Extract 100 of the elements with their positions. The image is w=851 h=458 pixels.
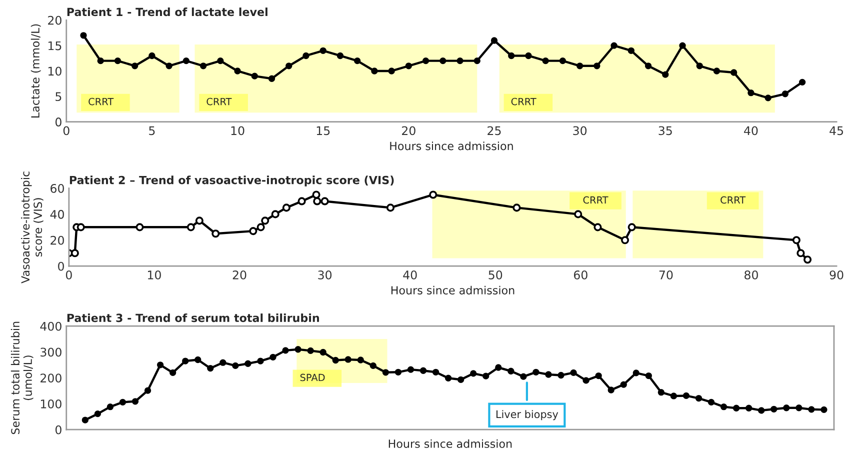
point (234, 68, 241, 74)
y-axis-title: Vasoactive-inotropic score (VIS) (20, 172, 44, 284)
point (148, 52, 156, 60)
point (532, 368, 540, 376)
point (244, 360, 252, 367)
x-tick-label: 30 (573, 126, 587, 136)
x-tick-label: 80 (744, 270, 758, 280)
point (559, 57, 566, 64)
point (388, 68, 395, 74)
point (169, 369, 176, 376)
point (620, 236, 630, 244)
point (482, 372, 490, 380)
y-tick-label: 15 (48, 41, 62, 50)
y-tick-label: 0 (58, 262, 64, 271)
point (312, 190, 320, 199)
point (271, 210, 280, 218)
point (94, 410, 102, 418)
band-label: CRRT (88, 98, 114, 106)
point (207, 364, 214, 372)
point (420, 367, 427, 374)
point (144, 387, 152, 394)
point (748, 90, 754, 96)
point (644, 62, 652, 70)
point (251, 72, 258, 80)
point (594, 223, 602, 232)
x-axis-title: Hours since admission (388, 439, 512, 448)
point (166, 62, 172, 70)
point (282, 204, 290, 212)
y-tick-label: 60 (50, 184, 64, 193)
x-axis-title: Hours since admission (391, 286, 514, 294)
y-tick-label: 40 (50, 210, 64, 219)
y-axis-title: Serum total bilirubin (umol/L) (10, 322, 34, 434)
point (286, 62, 292, 70)
point (270, 354, 276, 360)
x-tick-label: 35 (658, 126, 672, 136)
point (407, 366, 414, 373)
point (257, 358, 264, 364)
x-tick-label: 0 (66, 270, 72, 280)
point (307, 347, 314, 354)
point (730, 69, 738, 76)
x-tick-label: 10 (148, 270, 161, 280)
point (429, 190, 438, 199)
point (302, 52, 310, 60)
point (695, 394, 702, 402)
point (76, 223, 85, 232)
point (520, 373, 527, 380)
point (713, 68, 720, 74)
x-tick-label: 60 (574, 270, 588, 280)
point (114, 57, 122, 64)
point (440, 57, 446, 64)
point (662, 71, 669, 78)
point (558, 372, 564, 379)
point (764, 94, 772, 102)
point (294, 346, 302, 353)
point (156, 362, 164, 368)
x-tick-label: 40 (744, 126, 758, 136)
x-tick-label: 20 (232, 270, 246, 280)
y-tick-label: 0 (55, 425, 62, 434)
point (232, 362, 239, 370)
annotation: SPAD (300, 374, 325, 382)
point (456, 57, 464, 64)
point (720, 404, 728, 410)
point (386, 204, 394, 212)
point (132, 62, 138, 70)
y-tick-label: 100 (40, 399, 62, 408)
point (70, 249, 79, 258)
point (82, 416, 88, 424)
point (610, 42, 618, 49)
x-tick-label: 90 (830, 270, 844, 280)
point (708, 398, 715, 406)
point (298, 197, 306, 206)
point (808, 406, 815, 413)
point (582, 377, 590, 384)
point (268, 75, 276, 82)
point (220, 359, 226, 366)
point (344, 356, 352, 363)
chart-title: Patient 2 – Trend of vasoactive-inotropic score (VIS) (70, 176, 394, 186)
y-axis-title: Lactate (mmol/L) (30, 24, 41, 118)
point (508, 52, 515, 60)
point (796, 404, 802, 412)
point (670, 392, 678, 400)
point (320, 47, 326, 54)
point (474, 57, 480, 64)
point (422, 57, 430, 64)
point (80, 32, 87, 39)
point (371, 68, 378, 74)
band-label: CRRT (583, 196, 608, 204)
point (357, 356, 364, 364)
band-label: CRRT (206, 98, 232, 106)
point (132, 398, 139, 405)
point (432, 368, 440, 376)
point (320, 348, 326, 356)
point (508, 368, 514, 374)
point (136, 223, 144, 232)
point (594, 62, 600, 70)
point (525, 52, 532, 60)
point (545, 371, 552, 378)
point (282, 347, 289, 354)
y-tick-label: 20 (48, 16, 62, 25)
point (256, 223, 265, 232)
